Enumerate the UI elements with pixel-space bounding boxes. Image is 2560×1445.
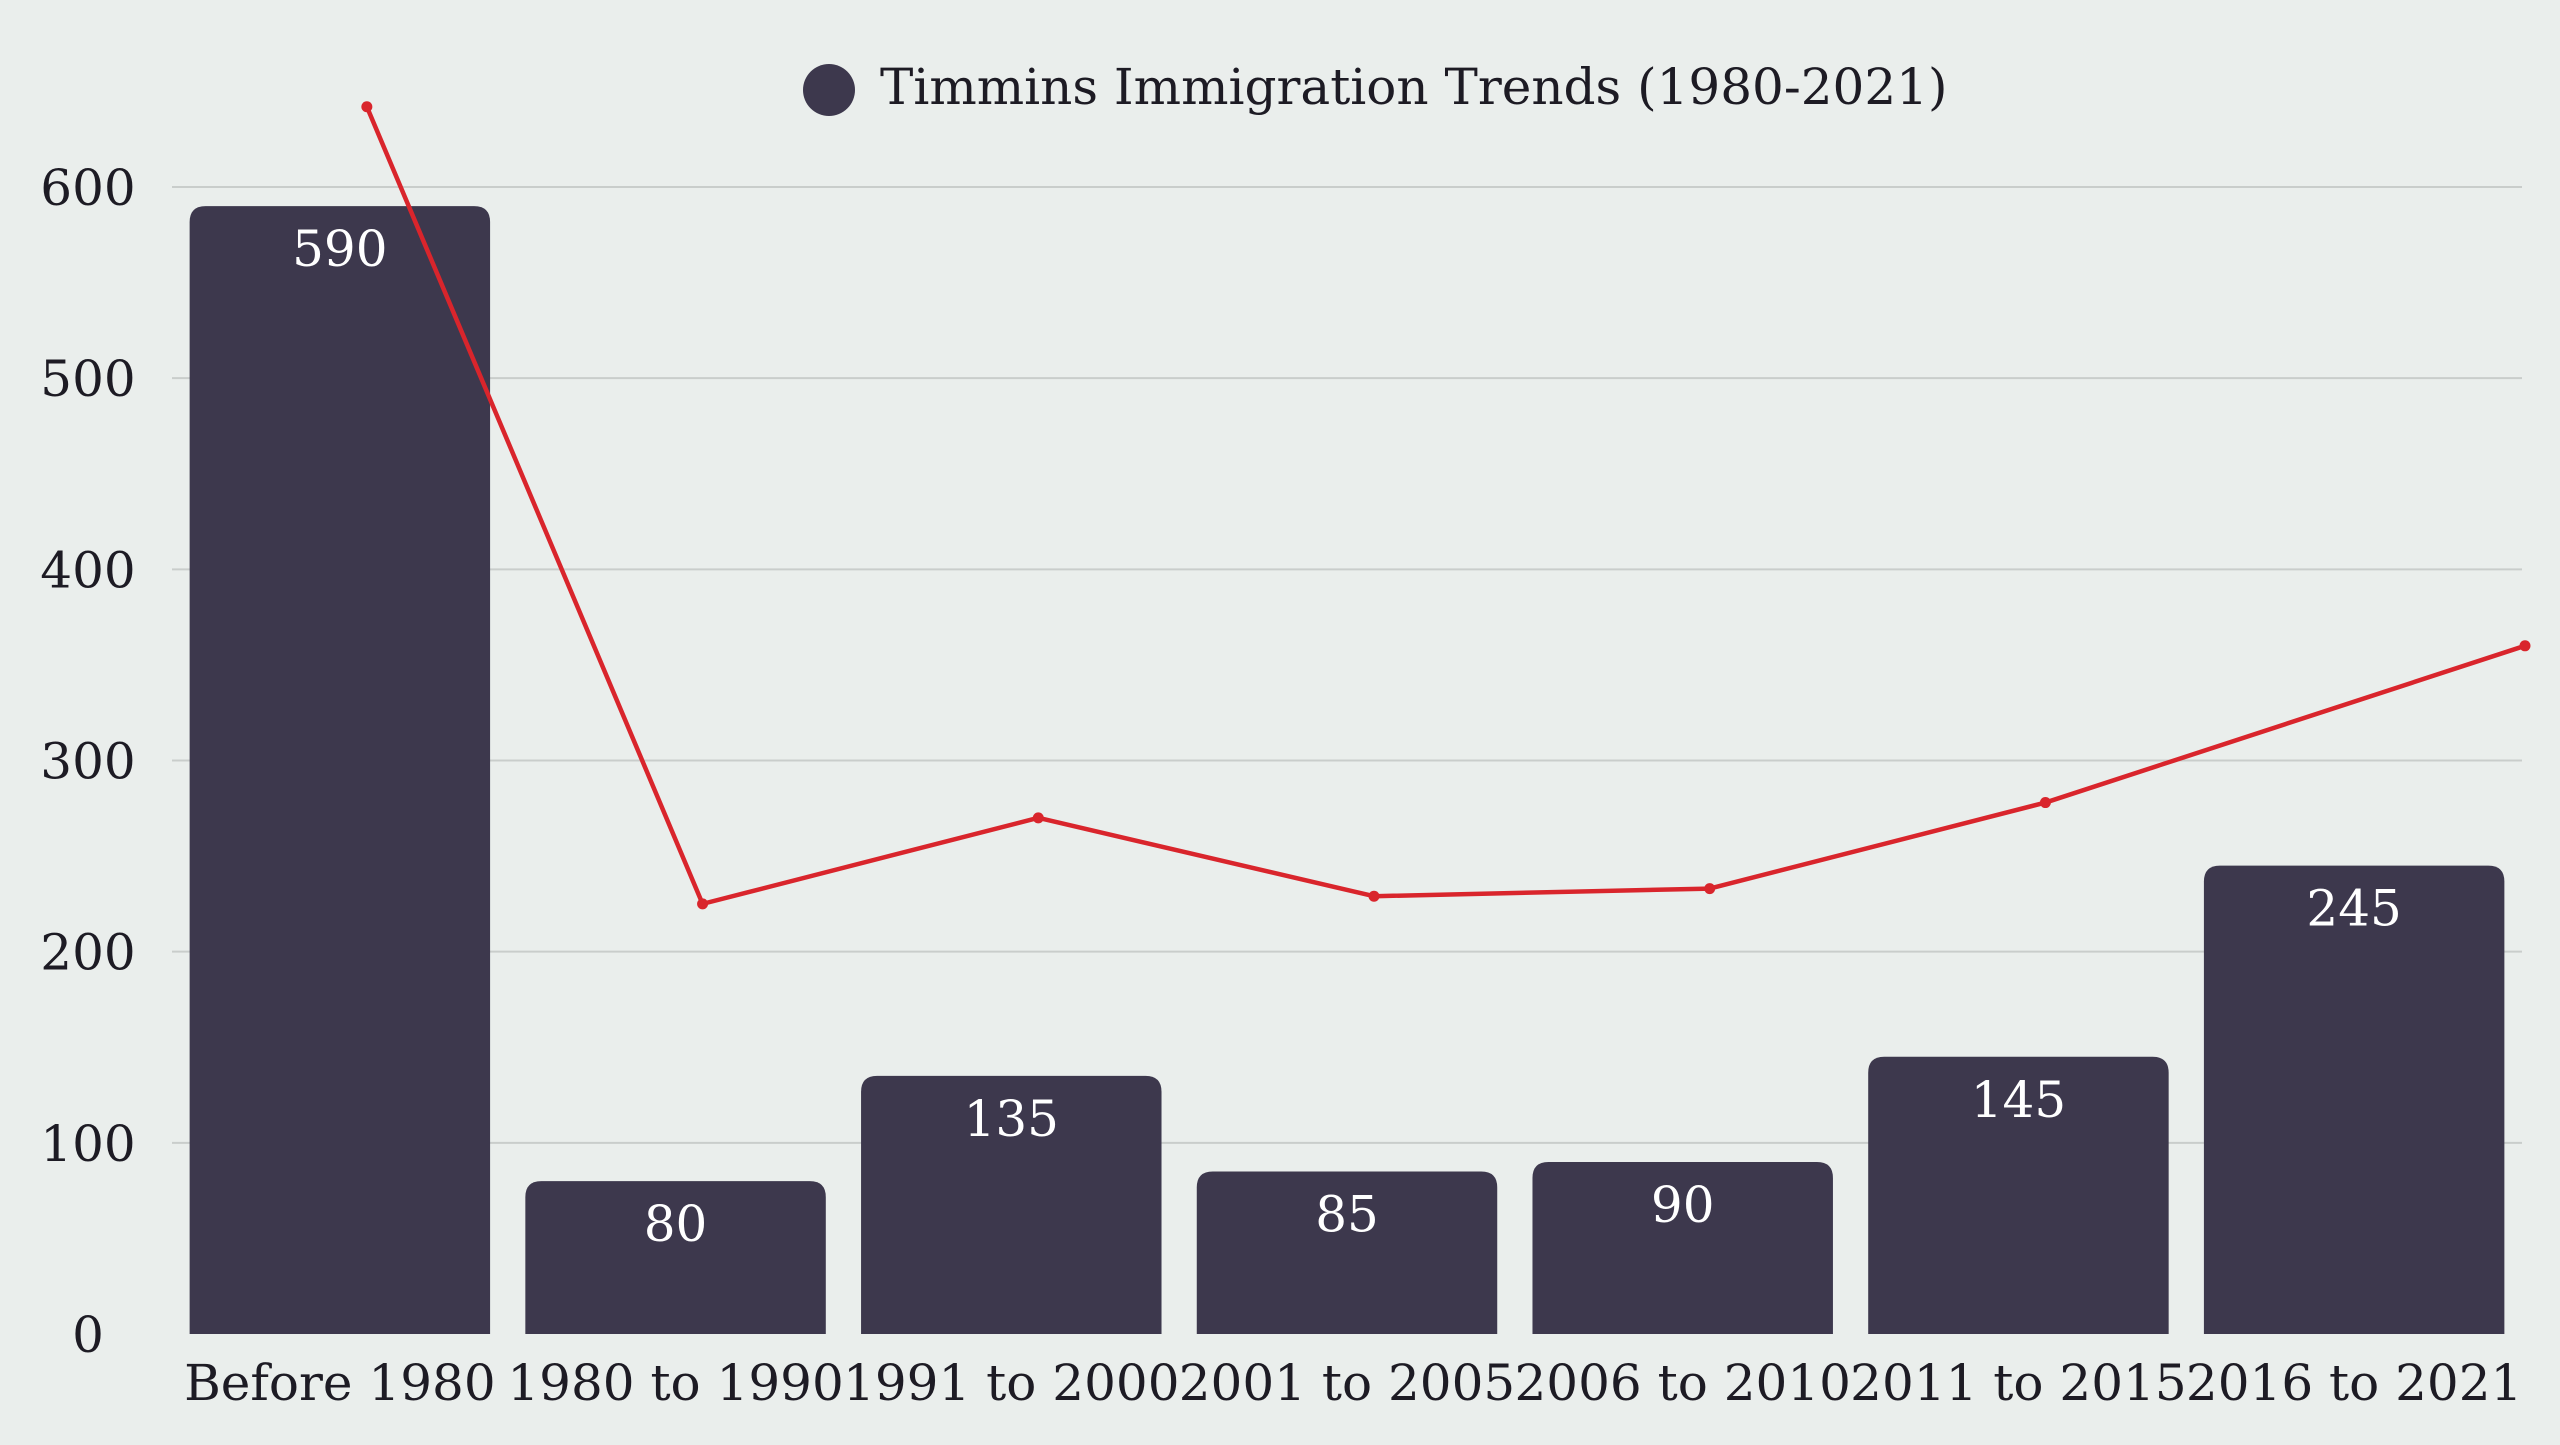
bar-series xyxy=(189,206,2505,1334)
x-tick-label: 2016 to 2021 xyxy=(2186,1354,2522,1412)
x-tick-label: 1991 to 2000 xyxy=(843,1354,1179,1412)
x-tick-label: 2001 to 2005 xyxy=(1179,1354,1515,1412)
line-point xyxy=(1368,890,1380,902)
line-series xyxy=(361,101,2531,910)
bar-value-label: 245 xyxy=(2306,880,2401,938)
y-tick-label: 200 xyxy=(40,924,135,982)
y-axis: 0 100 200 300 400 500 600 xyxy=(40,159,135,1364)
bar xyxy=(1532,1161,1833,1334)
x-tick-label: Before 1980 xyxy=(184,1354,496,1412)
y-tick-label: 400 xyxy=(40,541,135,599)
bar xyxy=(1868,1056,2169,1334)
line-point xyxy=(697,898,709,910)
x-tick-label: 2011 to 2015 xyxy=(1850,1354,2186,1412)
x-axis: Before 1980 1980 to 1990 1991 to 2000 2001 … xyxy=(184,1354,2522,1412)
legend-label: Timmins Immigration Trends (1980-2021) xyxy=(880,58,1947,116)
x-tick-label: 2006 to 2010 xyxy=(1514,1354,1850,1412)
bar-value-label: 590 xyxy=(292,220,387,278)
y-tick-label: 500 xyxy=(40,350,135,408)
legend-marker xyxy=(803,64,855,116)
line-point xyxy=(1704,883,1716,895)
line-point xyxy=(361,101,373,113)
bar xyxy=(189,206,491,1334)
x-tick-label: 1980 to 1990 xyxy=(507,1354,843,1412)
bar xyxy=(1196,1171,1498,1334)
bar xyxy=(525,1181,826,1334)
bar-value-label: 145 xyxy=(1971,1071,2066,1129)
bar-value-label: 80 xyxy=(644,1195,708,1253)
line-point xyxy=(2039,797,2051,809)
y-tick-label: 300 xyxy=(40,733,135,791)
bar xyxy=(861,1075,1162,1334)
y-tick-label: 600 xyxy=(40,159,135,217)
bar-value-label: 90 xyxy=(1651,1176,1715,1234)
legend: Timmins Immigration Trends (1980-2021) xyxy=(803,58,1947,116)
line-path xyxy=(364,105,2526,907)
bar xyxy=(2203,865,2505,1334)
bar-value-label: 135 xyxy=(964,1090,1059,1148)
y-tick-label: 100 xyxy=(40,1115,135,1173)
line-point xyxy=(2519,640,2531,652)
bar-labels: 590 80 135 85 90 145 245 xyxy=(292,220,2402,1253)
line-point xyxy=(1032,812,1044,824)
bar-value-label: 85 xyxy=(1315,1186,1379,1244)
grid-layer xyxy=(172,186,2522,1144)
y-tick-label: 0 xyxy=(72,1306,104,1364)
